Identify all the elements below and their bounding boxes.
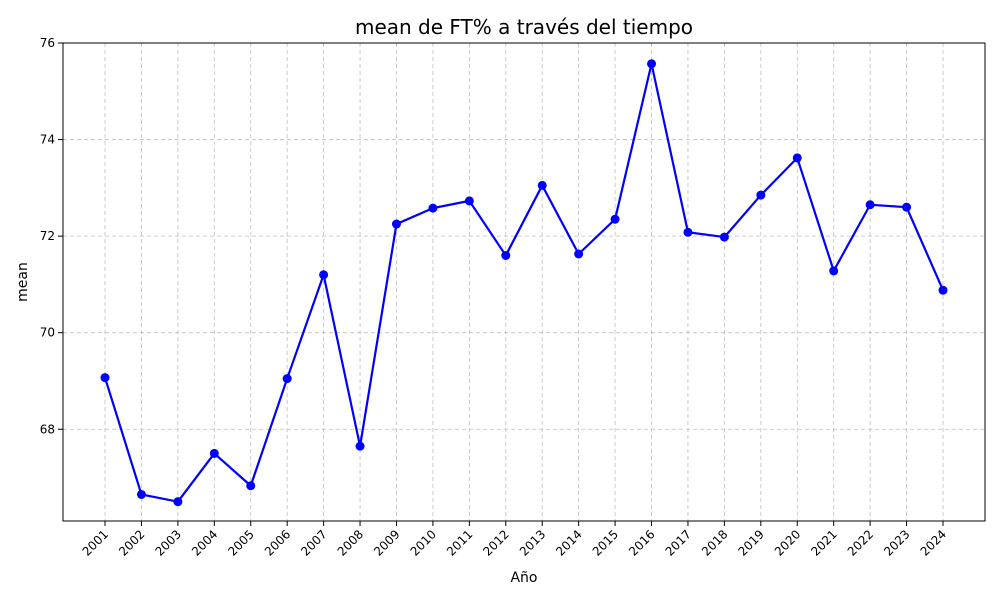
data-point [428, 203, 438, 213]
y-tick-label: 76 [40, 36, 55, 50]
data-point [464, 196, 474, 206]
data-point [574, 249, 584, 259]
data-point [610, 214, 620, 224]
data-point [829, 266, 839, 276]
data-point [246, 481, 256, 491]
data-point [173, 497, 183, 507]
x-tick-label: 2004 [189, 527, 220, 558]
x-tick-label: 2013 [517, 527, 548, 558]
x-tick-label: 2023 [881, 527, 912, 558]
data-point [683, 227, 693, 237]
axes-layer: 2001 2002 2003 2004 2005 2006 2007 2008 2009 2010… [40, 36, 986, 559]
x-tick-label: 2001 [80, 527, 111, 558]
y-tick-label: 74 [40, 133, 55, 147]
x-tick-label: 2017 [663, 527, 694, 558]
series-line [103, 62, 945, 503]
y-tick-label: 68 [40, 422, 55, 436]
y-tick-label: 70 [40, 326, 55, 340]
x-tick-label: 2011 [444, 527, 475, 558]
y-tick-label: 72 [40, 229, 55, 243]
x-tick-label: 2008 [335, 527, 366, 558]
grid-layer [63, 42, 985, 521]
x-tick-label: 2012 [480, 527, 511, 558]
data-point [902, 202, 912, 212]
x-tick-label: 2020 [772, 527, 803, 558]
data-point [792, 153, 802, 163]
data-point [209, 448, 219, 458]
chart-title: mean de FT% a través del tiempo [355, 15, 693, 39]
data-point [391, 219, 401, 229]
x-tick-label: 2019 [735, 527, 766, 558]
x-tick-label: 2022 [845, 527, 876, 558]
data-point [100, 373, 110, 383]
x-tick-label: 2014 [553, 527, 584, 558]
x-tick-label: 2007 [298, 527, 329, 558]
x-tick-label: 2003 [152, 527, 183, 558]
x-tick-label: 2009 [371, 527, 402, 558]
data-point [756, 190, 766, 200]
x-tick-label: 2015 [590, 527, 621, 558]
data-point [938, 285, 948, 295]
x-tick-label: 2021 [808, 527, 839, 558]
x-tick-label: 2002 [116, 527, 147, 558]
x-tick-label: 2024 [918, 527, 949, 558]
data-point [136, 489, 146, 499]
series-layer [100, 59, 948, 507]
plot-frame [62, 42, 986, 522]
x-tick-label: 2018 [699, 527, 730, 558]
data-point [355, 441, 365, 451]
y-axis-label: mean [15, 262, 31, 302]
data-point [647, 59, 657, 69]
data-point [282, 374, 292, 384]
x-tick-label: 2016 [626, 527, 657, 558]
data-point [719, 232, 729, 242]
x-tick-label: 2005 [225, 527, 256, 558]
data-point [319, 270, 329, 280]
x-tick-label: 2010 [408, 527, 439, 558]
data-point [865, 200, 875, 210]
data-point [501, 250, 511, 260]
x-axis-label: Año [510, 570, 537, 586]
data-point [537, 180, 547, 190]
x-tick-label: 2006 [262, 527, 293, 558]
